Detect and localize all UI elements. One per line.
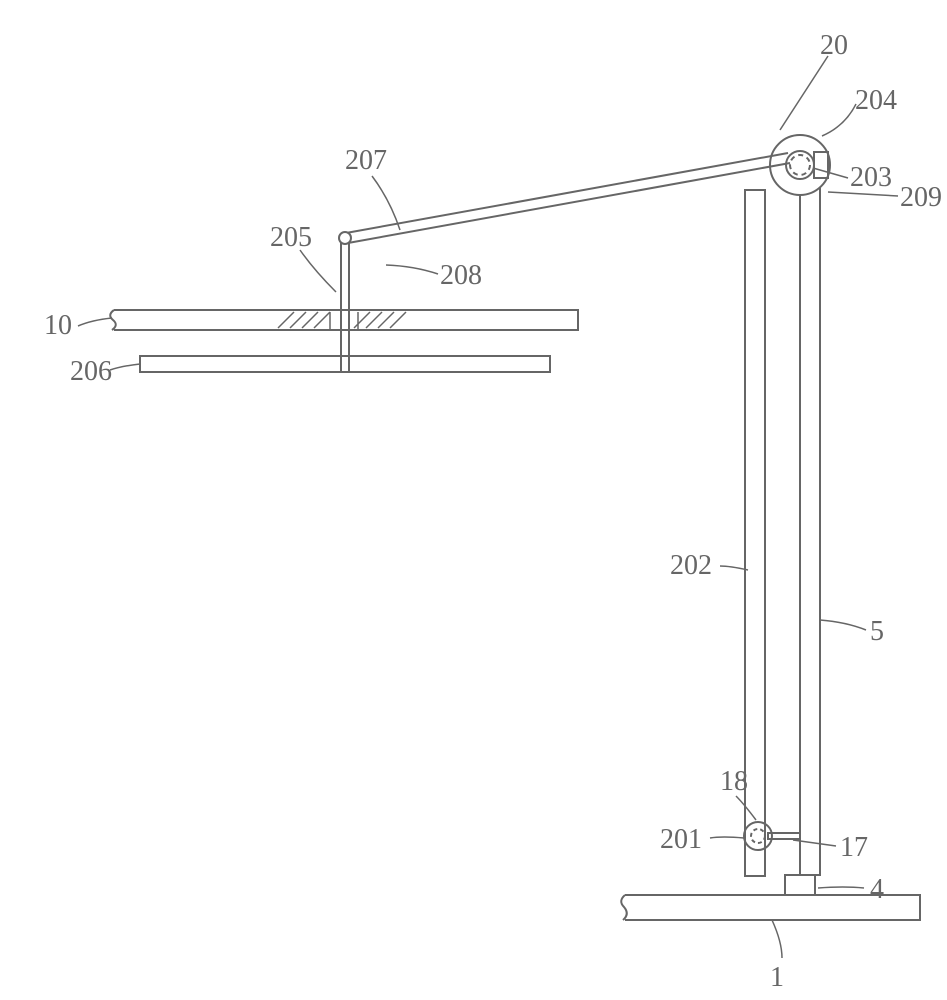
label-20: 20 — [820, 30, 848, 62]
label-10: 10 — [44, 310, 72, 342]
label-204: 204 — [855, 85, 897, 117]
label-1: 1 — [770, 962, 784, 994]
pin — [339, 232, 351, 244]
label-18: 18 — [720, 766, 748, 798]
label-202: 202 — [670, 550, 712, 582]
diagram-canvas — [0, 0, 947, 1000]
label-207: 207 — [345, 145, 387, 177]
column-left — [745, 190, 765, 876]
link-arm — [346, 153, 790, 243]
label-209: 209 — [900, 182, 942, 214]
pivot-inner — [751, 829, 765, 843]
column-right — [800, 175, 820, 875]
plate — [110, 310, 578, 330]
label-4: 4 — [870, 874, 884, 906]
support-rail — [785, 875, 815, 895]
label-208: 208 — [440, 260, 482, 292]
label-205: 205 — [270, 222, 312, 254]
label-203: 203 — [850, 162, 892, 194]
slider — [140, 356, 550, 372]
leader-lines — [78, 56, 898, 958]
vertical-rod — [341, 240, 349, 372]
label-5: 5 — [870, 616, 884, 648]
label-17: 17 — [840, 832, 868, 864]
label-201: 201 — [660, 824, 702, 856]
label-206: 206 — [70, 356, 112, 388]
